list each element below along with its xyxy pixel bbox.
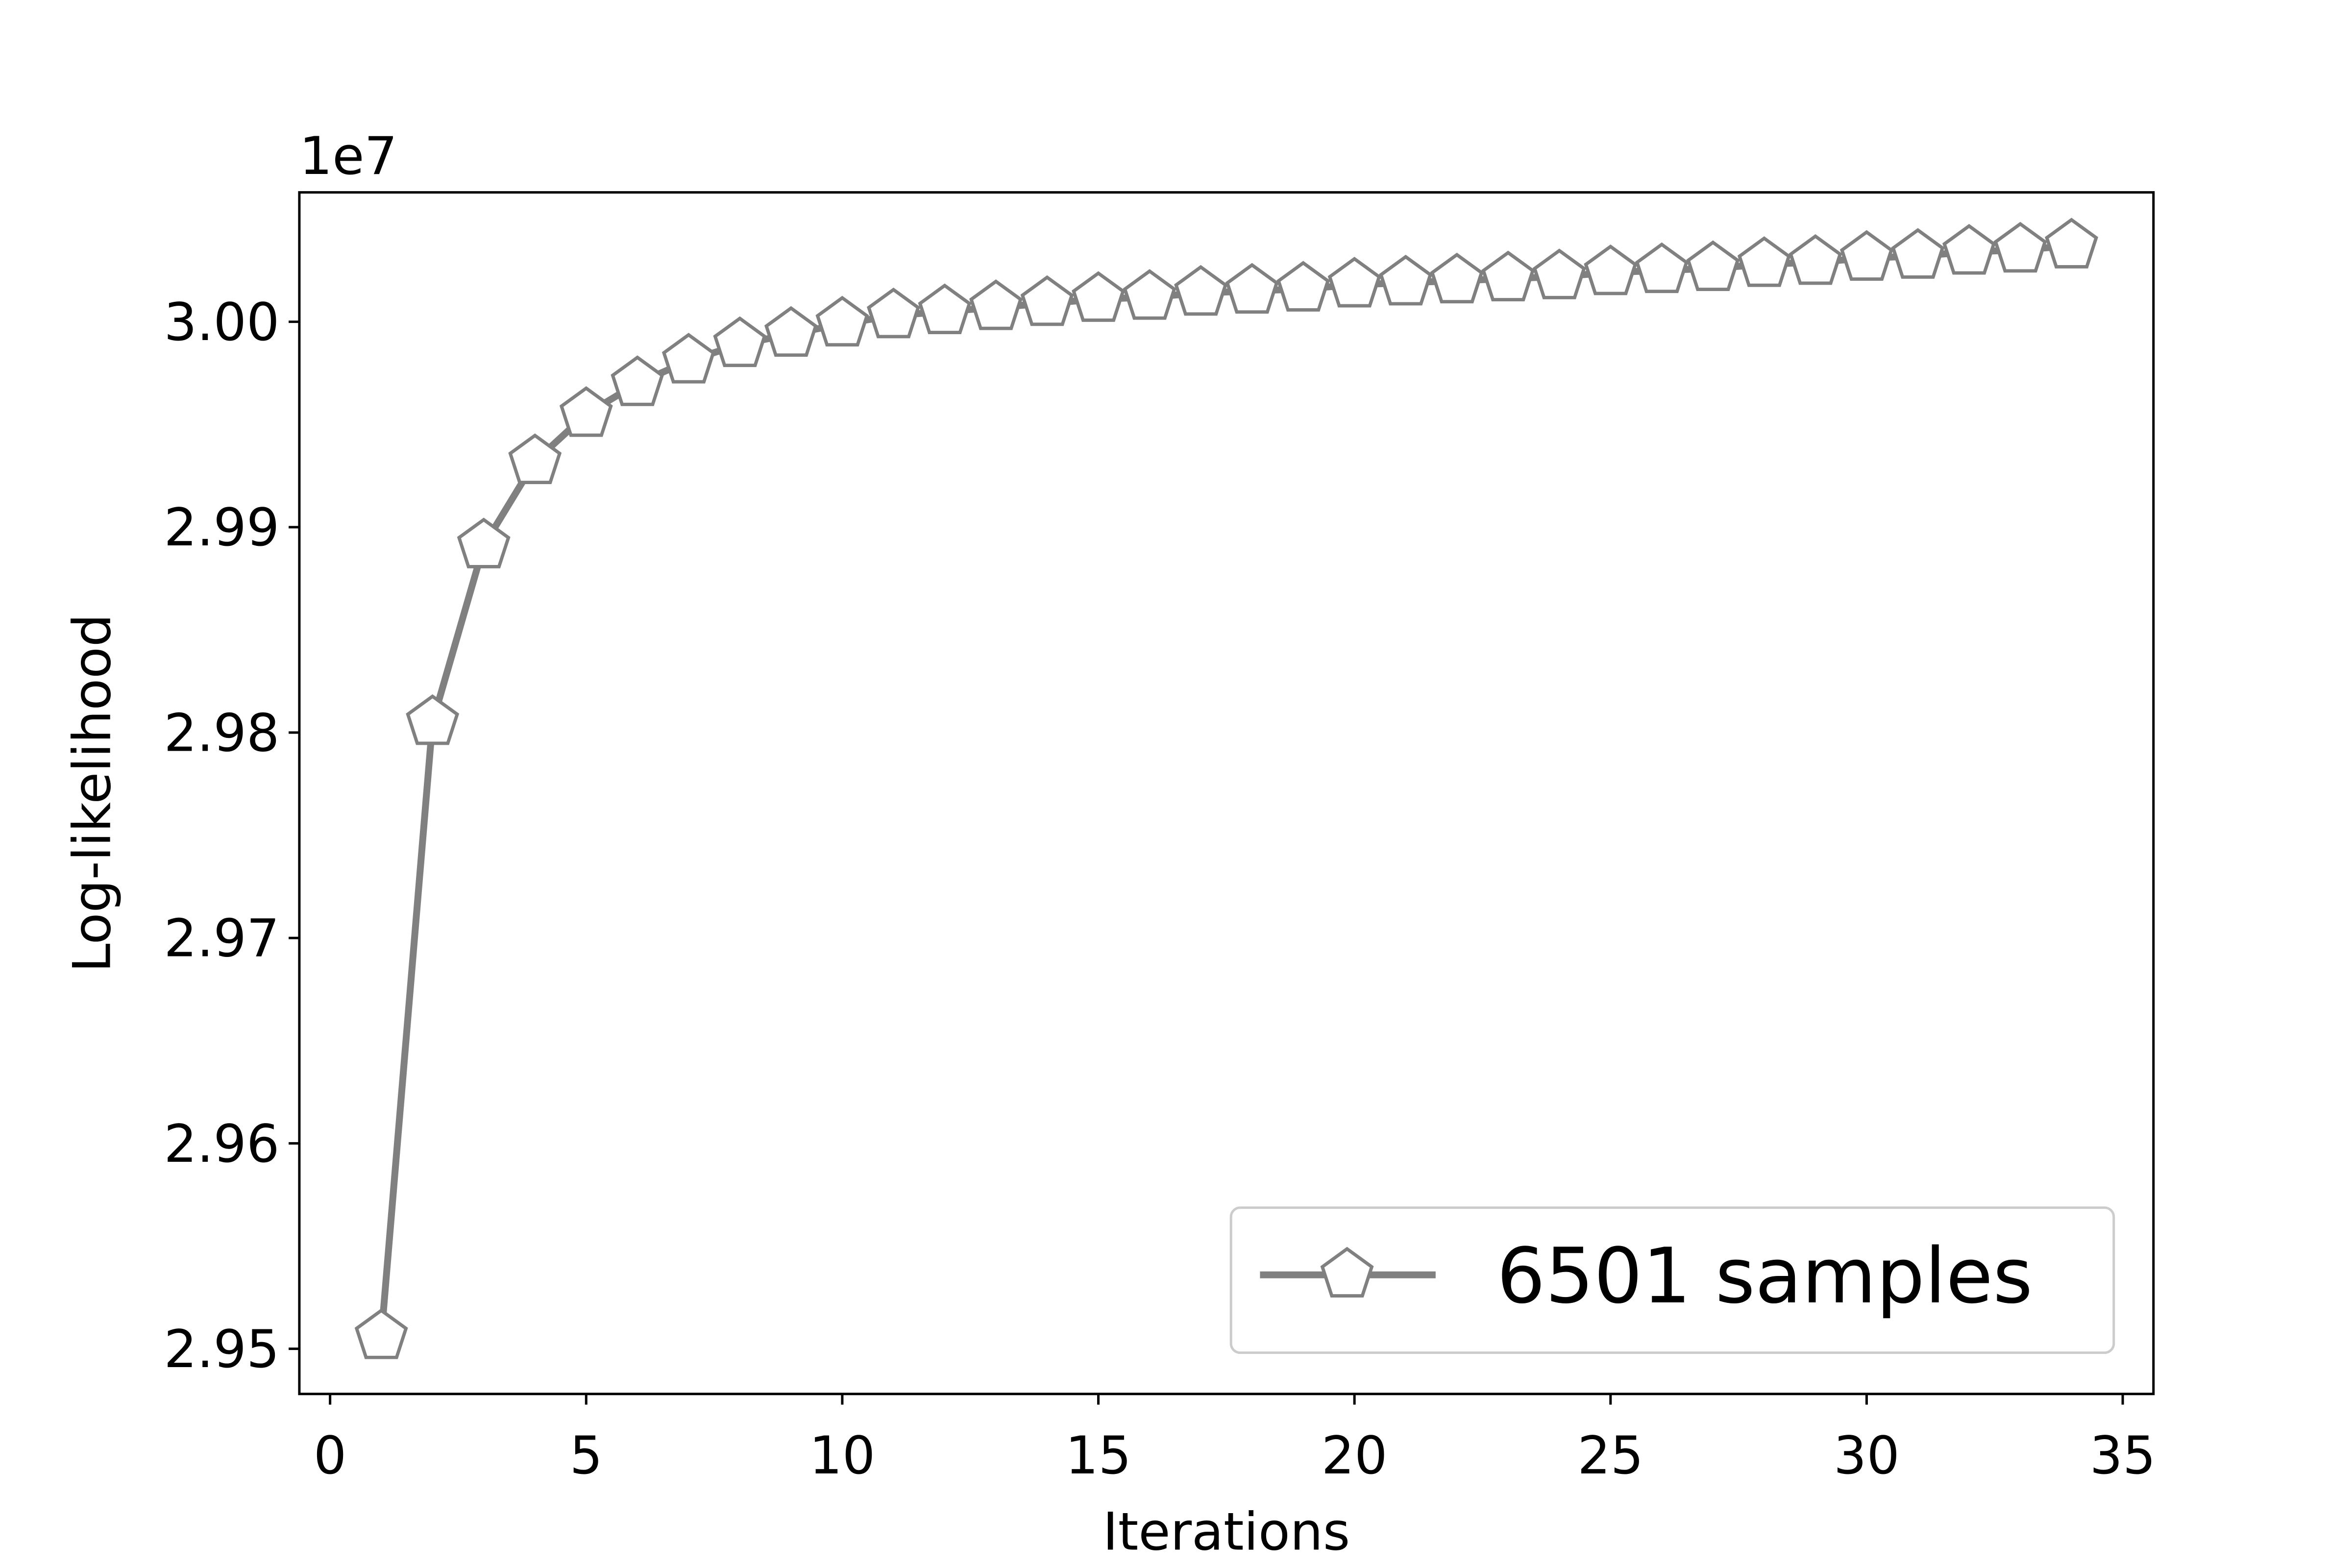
data-point (611, 355, 664, 406)
series-line (378, 242, 2072, 1337)
y-tick-label: 2.95 (164, 1319, 279, 1379)
y-tick-label: 3.00 (164, 292, 279, 352)
data-point (1942, 223, 1996, 275)
legend-marker-sample (1320, 1247, 1374, 1298)
data-point (1020, 275, 1074, 326)
y-axis-title: Log-likelihood (62, 614, 122, 973)
data-point (1072, 271, 1125, 322)
data-point (1993, 221, 2047, 273)
data-point (457, 517, 511, 568)
data-point (1327, 257, 1381, 308)
data-point (918, 283, 972, 335)
legend-label: 6501 samples (1497, 1231, 2033, 1321)
data-point (354, 1308, 408, 1359)
x-axis-title: Iterations (1103, 1502, 1350, 1562)
x-tick-label: 5 (570, 1425, 603, 1486)
data-point (764, 306, 818, 357)
data-point (1737, 236, 1791, 287)
x-tick-label: 25 (1577, 1425, 1643, 1486)
data-point (1840, 230, 1893, 281)
axes-frame (298, 191, 2155, 1396)
data-point (2045, 218, 2098, 269)
data-point (713, 316, 767, 368)
y-axis: 2.95 2.96 2.97 2.98 2.99 3.00 (164, 292, 299, 1379)
x-axis: 0 5 10 15 20 25 30 35 (314, 1394, 2156, 1486)
data-point (1584, 244, 1638, 295)
data-point (662, 333, 715, 384)
x-tick-label: 0 (314, 1425, 346, 1486)
x-tick-label: 20 (1322, 1425, 1388, 1486)
legend: 6501 samples (1229, 1206, 2115, 1354)
data-point (559, 386, 613, 437)
data-point (1379, 254, 1433, 306)
plot-area (354, 218, 2098, 1359)
data-point (1225, 263, 1279, 314)
data-point (1788, 234, 1842, 285)
x-tick-label: 15 (1065, 1425, 1131, 1486)
data-point (815, 295, 869, 347)
data-point (1276, 261, 1330, 312)
y-tick-label: 2.97 (164, 908, 279, 969)
x-tick-label: 35 (2090, 1425, 2156, 1486)
data-point (508, 433, 562, 485)
y-tick-label: 2.99 (164, 497, 279, 558)
data-point (1174, 265, 1228, 316)
y-tick-label: 2.96 (164, 1114, 279, 1174)
legend-box (1229, 1206, 2115, 1354)
data-point (1532, 248, 1586, 299)
data-point (1635, 242, 1689, 294)
data-point (867, 287, 920, 339)
data-point (1123, 269, 1176, 320)
x-tick-label: 30 (1834, 1425, 1900, 1486)
data-point (969, 279, 1023, 330)
data-point (1686, 240, 1740, 291)
x-tick-label: 10 (809, 1425, 875, 1486)
data-point (406, 694, 460, 745)
y-offset-label: 1e7 (299, 126, 397, 186)
data-point (1891, 228, 1945, 279)
data-point (1481, 250, 1535, 301)
data-point (1430, 252, 1484, 304)
y-tick-label: 2.98 (164, 703, 279, 763)
